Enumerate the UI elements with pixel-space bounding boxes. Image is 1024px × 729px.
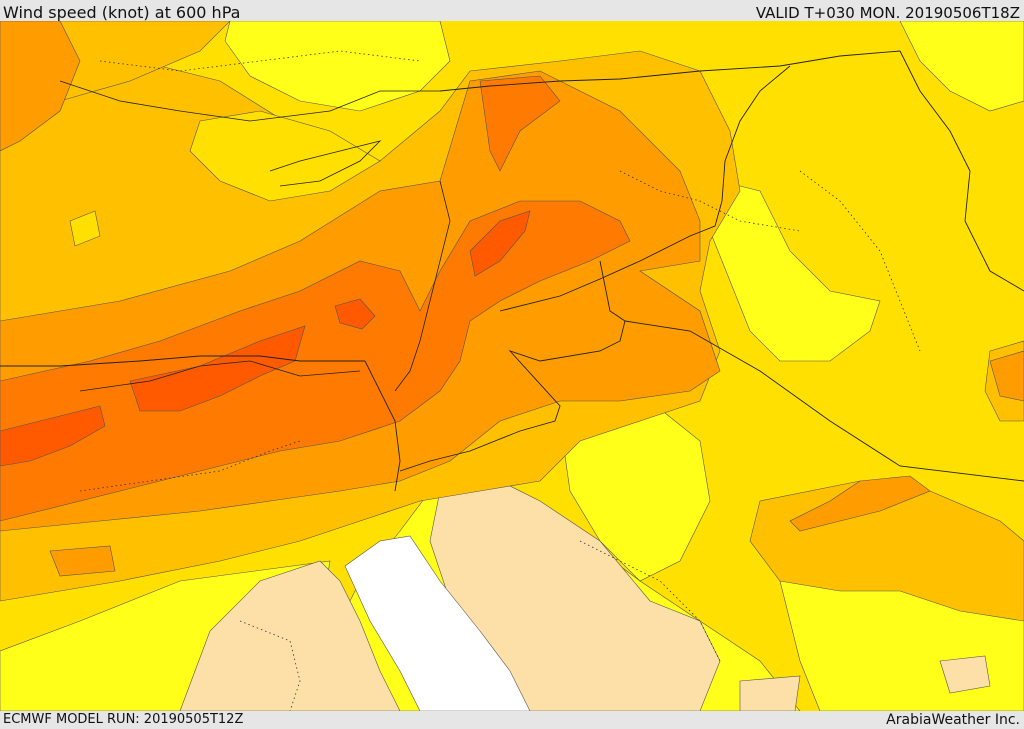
band-bright-yellow-saudi bbox=[559, 400, 711, 582]
coastline-levant bbox=[394, 180, 451, 392]
coastline-cyprus bbox=[269, 140, 382, 187]
border-egypt-israel bbox=[364, 360, 401, 492]
map-title: Wind speed (knot) at 600 hPa bbox=[3, 3, 241, 22]
coastline-egypt bbox=[79, 360, 361, 392]
band-deep-orange-levant bbox=[469, 210, 531, 277]
calm-land-east-blob-2 bbox=[739, 675, 801, 711]
border-egypt-libya bbox=[0, 355, 365, 367]
internal-boundary-iraq bbox=[799, 170, 921, 352]
band-orange-east-blob bbox=[989, 350, 1024, 402]
band-orange-nw-corner bbox=[0, 21, 81, 152]
band-yellow-cyprus-area bbox=[189, 110, 381, 202]
band-orange-libya bbox=[49, 545, 116, 577]
model-run: ECMWF MODEL RUN: 20190505T12Z bbox=[3, 712, 244, 727]
band-orange-iraq-strip bbox=[789, 475, 931, 532]
band-deep-orange-blob bbox=[334, 298, 376, 330]
band-bright-yellow-syria bbox=[711, 180, 881, 362]
border-iraq-saudi bbox=[624, 320, 1024, 482]
band-bright-yellow-north bbox=[224, 21, 451, 112]
border-iran-iraq bbox=[899, 50, 1024, 292]
band-dark-orange-north-strip bbox=[479, 75, 561, 172]
internal-boundary-syria bbox=[619, 170, 801, 232]
footer-bar bbox=[0, 711, 1024, 729]
calm-land-east-blob-1 bbox=[939, 655, 991, 694]
band-deep-orange-central bbox=[129, 325, 306, 412]
calm-land-sinai-egypt bbox=[179, 560, 401, 711]
band-deep-orange-west bbox=[0, 405, 106, 467]
border-syria-iraq bbox=[499, 65, 791, 312]
credit-text: ArabiaWeather Inc. bbox=[886, 712, 1020, 728]
coastline-turkey bbox=[59, 80, 440, 122]
red-sea-calm bbox=[344, 535, 531, 711]
valid-time: VALID T+030 MON. 20190506T18Z bbox=[755, 4, 1020, 22]
title-bar bbox=[0, 0, 1024, 21]
wind-speed-map bbox=[0, 21, 1024, 711]
border-turkey-syria bbox=[439, 50, 901, 92]
band-yellow-small-west bbox=[69, 210, 101, 247]
band-bright-yellow-east bbox=[899, 21, 1024, 112]
